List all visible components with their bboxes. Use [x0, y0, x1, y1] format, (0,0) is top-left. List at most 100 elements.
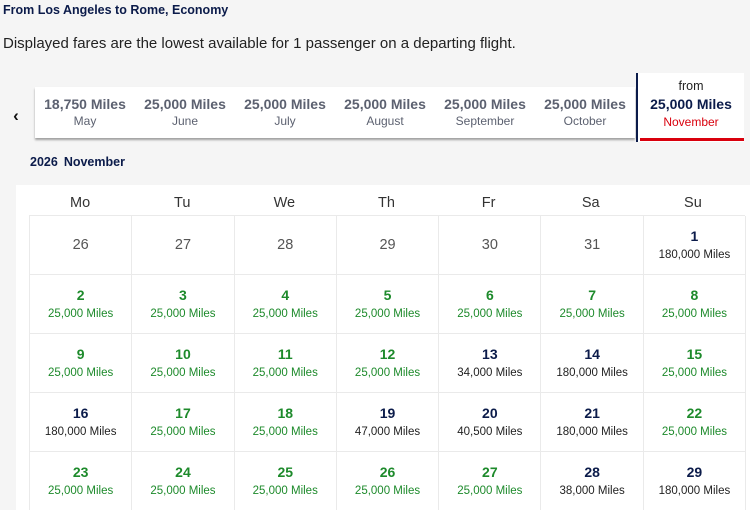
month-tab-june[interactable]: 25,000 Miles June — [135, 87, 235, 138]
calendar-month: November — [63, 155, 125, 169]
calendar-day[interactable]: 6 25,000 Miles — [439, 275, 542, 334]
month-miles: 25,000 Miles — [344, 96, 426, 112]
calendar-day[interactable]: 18 25,000 Miles — [234, 393, 337, 452]
day-fare: 25,000 Miles — [252, 426, 318, 438]
day-number: 3 — [179, 287, 187, 303]
month-name: September — [455, 114, 515, 128]
day-number: 26 — [72, 237, 89, 253]
from-label: from — [678, 79, 704, 93]
month-name: June — [171, 114, 199, 128]
day-number: 9 — [76, 346, 85, 362]
day-number: 14 — [584, 346, 600, 362]
calendar-day[interactable]: 14 180,000 Miles — [541, 334, 644, 393]
day-fare: 25,000 Miles — [150, 426, 216, 438]
calendar-day[interactable]: 7 25,000 Miles — [541, 275, 644, 334]
day-fare: 25,000 Miles — [661, 367, 728, 379]
day-number: 28 — [584, 464, 600, 480]
month-name: August — [366, 114, 404, 128]
month-miles: 18,750 Miles — [44, 96, 126, 112]
calendar-day[interactable]: 28 38,000 Miles — [541, 452, 644, 510]
day-number: 17 — [175, 405, 191, 421]
day-number: 12 — [379, 346, 396, 362]
calendar-day[interactable]: 13 34,000 Miles — [439, 334, 542, 393]
day-number: 10 — [175, 346, 191, 362]
day-number: 7 — [588, 287, 597, 303]
day-number: 23 — [72, 464, 89, 480]
calendar-day[interactable]: 22 25,000 Miles — [643, 393, 747, 452]
day-fare: 180,000 Miles — [556, 367, 628, 379]
calendar-day-disabled: 28 — [234, 216, 337, 275]
month-tab-october[interactable]: 25,000 Miles October — [535, 87, 635, 138]
day-number: 6 — [485, 287, 494, 303]
day-number: 27 — [174, 237, 192, 253]
weekday-label: Su — [684, 195, 702, 211]
calendar-day[interactable]: 23 25,000 Miles — [30, 452, 133, 510]
calendar-day[interactable]: 5 25,000 Miles — [336, 275, 440, 334]
calendar-day[interactable]: 12 25,000 Miles — [336, 334, 440, 393]
fare-calendar: Mo Tu We Th Fr Sa Su 26 27 28 29 30 31 1 180,00… — [16, 185, 750, 510]
calendar-day[interactable]: 20 40,500 Miles — [439, 393, 542, 452]
calendar-day[interactable]: 27 25,000 Miles — [439, 452, 542, 510]
weekday-label: Mo — [69, 195, 91, 211]
day-fare: 25,000 Miles — [48, 308, 114, 320]
day-fare: 25,000 Miles — [457, 485, 523, 497]
month-name: October — [563, 114, 607, 128]
calendar-day[interactable]: 9 25,000 Miles — [30, 334, 133, 393]
calendar-day[interactable]: 17 25,000 Miles — [132, 393, 235, 452]
day-number: 20 — [482, 405, 498, 421]
month-miles: 25,000 Miles — [244, 96, 326, 112]
day-fare: 38,000 Miles — [559, 485, 625, 497]
day-fare: 25,000 Miles — [150, 367, 216, 379]
month-miles: 25,000 Miles — [144, 96, 226, 112]
calendar-day[interactable]: 2 25,000 Miles — [30, 275, 133, 334]
month-tab-september[interactable]: 25,000 Miles September — [435, 87, 535, 138]
calendar-day[interactable]: 26 25,000 Miles — [337, 452, 440, 510]
day-number: 26 — [379, 464, 396, 480]
calendar-day[interactable]: 8 25,000 Miles — [643, 275, 747, 334]
selected-underline — [640, 138, 744, 141]
day-number: 31 — [584, 237, 601, 253]
day-number: 27 — [482, 464, 498, 480]
day-fare: 180,000 Miles — [44, 426, 117, 438]
day-number: 19 — [379, 405, 396, 421]
weekday-label: Sa — [581, 195, 600, 211]
calendar-day-disabled: 26 — [30, 216, 133, 275]
day-number: 25 — [277, 464, 294, 480]
calendar-day[interactable]: 3 25,000 Miles — [132, 275, 235, 334]
day-number: 16 — [72, 405, 89, 421]
fare-disclaimer: Displayed fares are the lowest available… — [3, 35, 516, 52]
calendar-grid: 26 27 28 29 30 31 1 180,000 Miles 2 25,000 Miles 3… — [29, 215, 747, 510]
day-fare: 25,000 Miles — [354, 367, 421, 379]
calendar-day[interactable]: 29 180,000 Miles — [644, 452, 747, 510]
day-number: 28 — [277, 237, 294, 253]
day-number: 5 — [383, 287, 392, 303]
calendar-day[interactable]: 1 180,000 Miles — [643, 216, 747, 275]
day-fare: 25,000 Miles — [661, 426, 728, 438]
calendar-year: 2026 — [30, 155, 58, 169]
calendar-heading: 2026 November — [30, 155, 125, 169]
day-fare: 25,000 Miles — [48, 367, 114, 379]
month-miles: 25,000 Miles — [650, 96, 732, 112]
day-fare: 47,000 Miles — [354, 426, 421, 438]
month-tab-august[interactable]: 25,000 Miles August — [335, 87, 435, 138]
calendar-day[interactable]: 25 25,000 Miles — [235, 452, 337, 510]
calendar-day[interactable]: 16 180,000 Miles — [30, 393, 133, 452]
calendar-day[interactable]: 19 47,000 Miles — [336, 393, 440, 452]
calendar-day[interactable]: 15 25,000 Miles — [643, 334, 747, 393]
month-miles: 25,000 Miles — [544, 96, 626, 112]
day-number: 22 — [686, 405, 703, 421]
day-number: 29 — [379, 237, 396, 253]
calendar-day[interactable]: 24 25,000 Miles — [132, 452, 235, 510]
calendar-day[interactable]: 21 180,000 Miles — [541, 393, 644, 452]
calendar-day[interactable]: 10 25,000 Miles — [132, 334, 235, 393]
calendar-day-disabled: 27 — [132, 216, 235, 275]
calendar-day[interactable]: 11 25,000 Miles — [234, 334, 337, 393]
route-title: From Los Angeles to Rome, Economy — [3, 3, 229, 17]
month-tab-november-selected[interactable]: from 25,000 Miles November — [636, 73, 744, 142]
month-tab-may[interactable]: 18,750 Miles May — [35, 87, 135, 138]
calendar-day[interactable]: 4 25,000 Miles — [234, 275, 337, 334]
day-number: 15 — [686, 346, 703, 362]
day-fare: 180,000 Miles — [658, 485, 731, 497]
month-tab-july[interactable]: 25,000 Miles July — [235, 87, 335, 138]
chevron-left-icon[interactable]: ‹ — [13, 106, 19, 125]
